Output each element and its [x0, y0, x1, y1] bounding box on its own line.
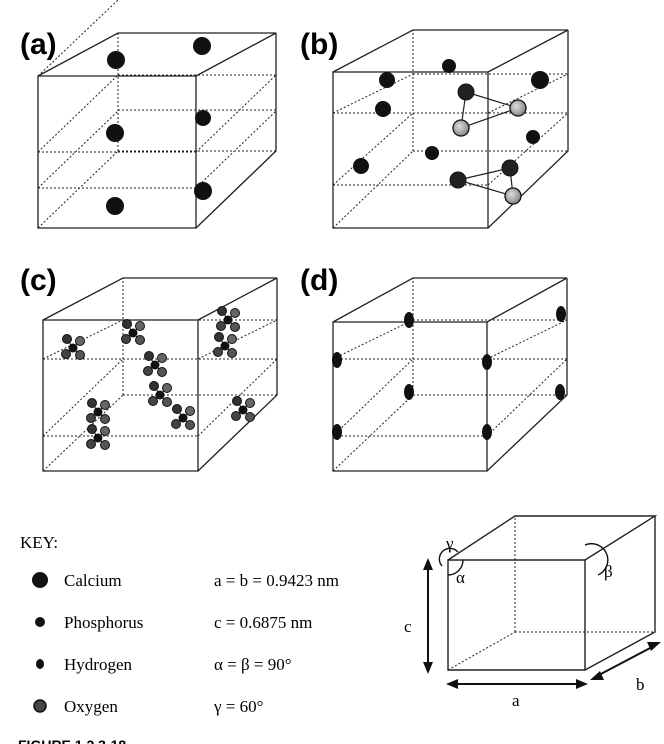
panel-a-cube	[37, 0, 277, 229]
oxygen-swatch	[33, 699, 47, 713]
phosphate-group	[86, 424, 110, 450]
c-dimension-arrow	[423, 558, 433, 674]
key-lattice-c: c = 0.6875 nm	[214, 613, 312, 632]
key-angle-alpha-beta: α = β = 90°	[214, 655, 292, 674]
panel-a-label: (a)	[20, 28, 57, 61]
phosphate-group	[231, 396, 255, 422]
key-oxygen-label: Oxygen	[64, 697, 118, 716]
phosphate-group	[86, 398, 110, 424]
panel-c: (c)	[20, 264, 278, 472]
figure-caption: FIGURE 1.2.3-18	[18, 737, 126, 744]
panel-b-bonds	[457, 91, 520, 197]
panel-b-cube	[332, 29, 569, 229]
c-label: c	[404, 617, 412, 636]
key-hydrogen-label: Hydrogen	[64, 655, 132, 674]
a-label: a	[512, 691, 520, 710]
key: KEY: Calcium a = b = 0.9423 nm Phosphoru…	[20, 533, 339, 716]
panel-d-hydrogen-atoms	[332, 306, 566, 440]
phosphate-group	[216, 306, 240, 332]
key-angle-gamma: γ = 60°	[213, 697, 263, 716]
b-dimension-arrow	[590, 642, 661, 680]
panel-c-label: (c)	[20, 264, 57, 297]
panel-d-label: (d)	[300, 264, 338, 297]
panel-a: (a)	[20, 0, 277, 229]
calcium-swatch	[32, 572, 48, 588]
hydrogen-swatch	[36, 659, 44, 669]
phosphate-group	[143, 351, 167, 377]
panel-b-label: (b)	[300, 28, 338, 61]
phosphate-group	[171, 404, 195, 430]
phosphate-group	[61, 334, 85, 360]
phosphate-group	[121, 319, 145, 345]
panel-b-calcium-atoms	[353, 59, 549, 174]
panel-b: (b)	[300, 28, 569, 229]
panel-a-calcium-atoms	[106, 37, 212, 215]
panel-d: (d)	[300, 264, 568, 472]
beta-arc	[584, 542, 609, 576]
alpha-arc	[447, 559, 464, 576]
phosphate-group	[213, 332, 237, 358]
panel-b-oxygen-atoms	[452, 99, 527, 205]
beta-label: β	[604, 562, 613, 581]
unit-cell-diagram: γ α β c a b	[404, 515, 661, 710]
phosphorus-swatch	[35, 617, 45, 627]
phosphate-group	[148, 381, 172, 407]
key-calcium-label: Calcium	[64, 571, 122, 590]
panel-c-phosphate-groups	[61, 306, 255, 450]
panel-b-phosphorus-atoms	[449, 83, 519, 189]
key-phosphorus-label: Phosphorus	[64, 613, 143, 632]
panel-d-cube	[332, 277, 568, 472]
gamma-label: γ	[445, 534, 454, 553]
key-lattice-ab: a = b = 0.9423 nm	[214, 571, 339, 590]
a-dimension-arrow	[446, 679, 588, 689]
b-label: b	[636, 675, 645, 694]
key-title: KEY:	[20, 533, 58, 552]
alpha-label: α	[456, 568, 465, 587]
gamma-arc	[438, 547, 459, 567]
